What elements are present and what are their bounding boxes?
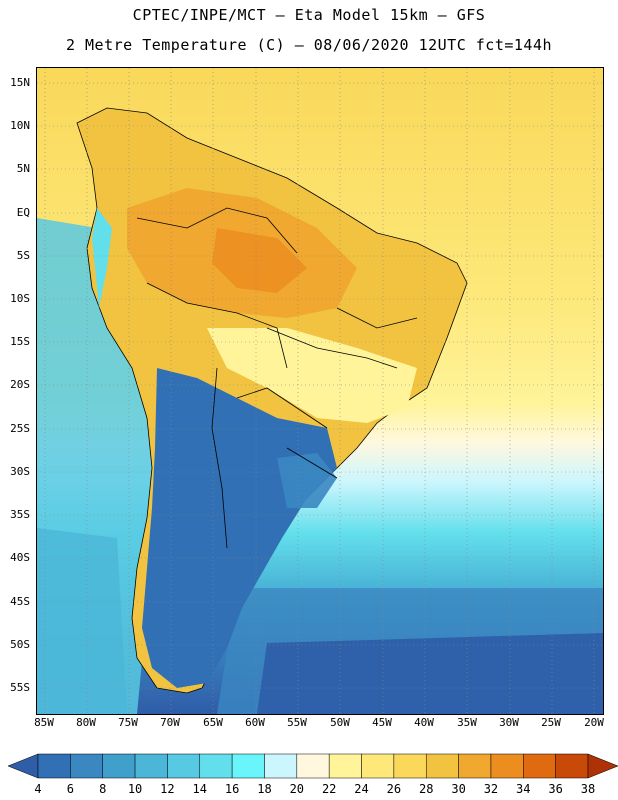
lat-label: 15N <box>10 76 30 89</box>
lat-label: 40S <box>10 551 30 564</box>
map-subtitle: 2 Metre Temperature (C) – 08/06/2020 12U… <box>65 36 553 54</box>
temperature-map <box>36 67 604 715</box>
colorbar-label: 24 <box>354 782 369 796</box>
colorbar-swatch <box>555 753 589 779</box>
colorbar-swatch <box>490 753 524 779</box>
colorbar-label: 38 <box>580 782 596 796</box>
lon-label: 25W <box>541 716 561 729</box>
colorbar-swatch <box>37 753 71 779</box>
colorbar-low-triangle <box>8 753 39 779</box>
colorbar-swatch <box>134 753 168 779</box>
lat-label: 50S <box>10 638 30 651</box>
colorbar-swatch <box>393 753 427 779</box>
colorbar-label: 12 <box>160 782 175 796</box>
colorbar-swatch <box>361 753 395 779</box>
map-title: CPTEC/INPE/MCT – Eta Model 15km – GFS <box>132 6 486 24</box>
lat-label: 45S <box>10 595 30 608</box>
colorbar-label: 32 <box>483 782 499 796</box>
lat-label: 5N <box>16 162 30 175</box>
uruguay-field <box>277 453 337 508</box>
central-mild-field <box>207 328 417 423</box>
lat-label: 20S <box>10 378 30 391</box>
lon-label: 45W <box>372 716 392 729</box>
colorbar-swatch <box>264 753 298 779</box>
colorbar-label: 8 <box>99 782 107 796</box>
colorbar-swatch <box>199 753 233 779</box>
lon-label: 60W <box>245 716 265 729</box>
colorbar-swatch <box>231 753 265 779</box>
lat-label: 25S <box>10 422 30 435</box>
lon-label: 35W <box>457 716 477 729</box>
lon-label: 20W <box>584 716 604 729</box>
colorbar-swatch <box>167 753 201 779</box>
lon-label: 40W <box>414 716 434 729</box>
lat-label: 10S <box>10 292 30 305</box>
colorbar-label: 10 <box>127 782 143 796</box>
colorbar-swatch <box>425 753 459 779</box>
pacific-cold-field <box>37 528 127 714</box>
colorbar-label: 22 <box>321 782 337 796</box>
lon-label: 65W <box>203 716 223 729</box>
lon-label: 75W <box>118 716 138 729</box>
colorbar-swatch <box>102 753 136 779</box>
map-canvas <box>37 68 603 714</box>
amazon-hotter-field <box>212 228 307 293</box>
colorbar-label: 4 <box>34 782 42 796</box>
colorbar-swatch <box>328 753 362 779</box>
colorbar-label: 34 <box>516 782 531 796</box>
colorbar-label: 30 <box>451 782 466 796</box>
lon-label: 55W <box>287 716 307 729</box>
country-borders <box>136 207 418 549</box>
colorbar-label: 20 <box>289 782 305 796</box>
atlantic-far-south-field <box>257 633 603 714</box>
lon-label: 85W <box>34 716 54 729</box>
andes-cold-field <box>92 208 112 308</box>
lat-label: 5S <box>16 249 30 262</box>
lon-label: 50W <box>330 716 350 729</box>
lat-label: 35S <box>10 508 30 521</box>
colorbar-label: 18 <box>257 782 272 796</box>
lat-label: 30S <box>10 465 30 478</box>
lon-label: 30W <box>499 716 519 729</box>
colorbar-label: 14 <box>192 782 207 796</box>
colorbar-swatch <box>296 753 330 779</box>
lat-label: 10N <box>10 119 30 132</box>
colorbar-swatch <box>523 753 556 779</box>
colorbar-swatch <box>70 753 103 779</box>
colorbar-label: 36 <box>548 782 563 796</box>
southern-cone-field <box>142 368 337 688</box>
colorbar-swatch <box>458 753 492 779</box>
colorbar-label: 28 <box>419 782 434 796</box>
lat-label: 15S <box>10 335 30 348</box>
colorbar-label: 16 <box>224 782 240 796</box>
lat-label: EQ <box>16 206 30 219</box>
colorbar-label: 6 <box>66 782 74 796</box>
colorbar <box>8 753 618 779</box>
lat-label: 55S <box>10 681 30 694</box>
lon-label: 70W <box>160 716 180 729</box>
colorbar-high-triangle <box>587 753 618 779</box>
colorbar-label: 26 <box>386 782 402 796</box>
lon-label: 80W <box>76 716 96 729</box>
